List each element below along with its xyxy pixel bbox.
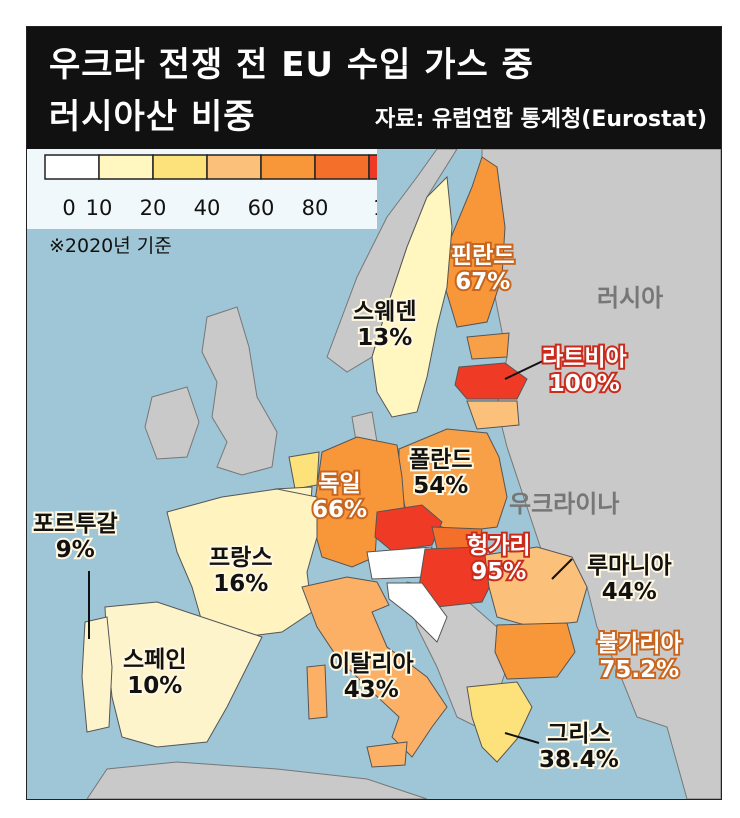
uk-landmass (201, 306, 278, 476)
lithuania-shape (466, 400, 520, 430)
finland-shape (444, 156, 506, 328)
greece-leader-line (504, 732, 540, 744)
country-name: 루마니아 (585, 551, 674, 581)
legend-swatch (260, 154, 316, 180)
greece-shape (466, 681, 533, 763)
legend-tick-label: 10 (86, 196, 113, 220)
country-share-value: 44% (600, 577, 659, 607)
country-label-bulgaria: 불가리아 75.2% (595, 629, 684, 686)
country-share-value: 9% (54, 535, 97, 565)
country-share-value: 66% (310, 495, 369, 525)
country-name: 프랑스 (207, 543, 275, 573)
country-share-value: 16% (211, 569, 270, 599)
country-name: 핀란드 (449, 241, 517, 271)
country-share-value: 100% (547, 369, 622, 399)
legend-swatch (98, 154, 154, 180)
region-label-russia: 러시아 (597, 284, 664, 312)
slovenia-croatia-shape (386, 582, 448, 643)
region-label-ukraine: 우크라이나 (509, 490, 620, 518)
ireland-landmass (144, 386, 200, 460)
country-label-latvia: 라트비아 100% (540, 343, 629, 400)
country-name: 포르투갈 (31, 509, 120, 539)
legend-tick-label: 20 (140, 196, 167, 220)
country-share-value: 43% (342, 675, 401, 705)
estonia-shape (466, 332, 510, 360)
portugal-shape (81, 616, 113, 733)
country-label-portugal: 포르투갈 9% (31, 509, 120, 566)
country-name: 이탈리아 (327, 649, 416, 679)
czechia-shape (374, 504, 443, 552)
legend-swatch (368, 154, 377, 180)
map-figure: 우크라 전쟁 전 EU 수입 가스 중 러시아산 비중 자료: 유럽연합 통계청… (26, 26, 722, 800)
country-share-value: 95% (469, 557, 528, 587)
country-label-germany: 독일 66% (310, 469, 369, 526)
legend-swatch (314, 154, 370, 180)
country-label-greece: 그리스 38.4% (537, 719, 621, 776)
legend-tick-label: 60 (248, 196, 275, 220)
italy-shape (301, 576, 448, 758)
north-africa-landmass (86, 761, 428, 799)
legend-tick-label: 100% (373, 196, 377, 220)
country-name: 그리스 (545, 719, 612, 749)
year-note: ※2020년 기준 (49, 235, 172, 257)
country-label-sweden: 스웨덴 13% (351, 297, 419, 354)
country-name: 라트비아 (540, 343, 629, 373)
europe-map (81, 148, 721, 799)
legend: 0 10 20 40 60 80 100% (27, 149, 377, 229)
legend-tick-label: 40 (194, 196, 221, 220)
chart-title-line2: 러시아산 비중 (49, 97, 256, 137)
norway-landmass (326, 148, 458, 373)
country-name: 불가리아 (595, 629, 684, 659)
netherlands-shape (288, 451, 320, 490)
romania-leader-line (551, 558, 573, 580)
source-text: 자료: 유럽연합 통계청(Eurostat) (374, 107, 707, 132)
legend-swatch (44, 154, 100, 180)
country-name: 헝가리 (465, 531, 533, 561)
country-name: 독일 (316, 469, 362, 499)
country-label-france: 프랑스 16% (207, 543, 275, 600)
country-label-hungary: 헝가리 95% (465, 531, 533, 588)
chart-title-line1: 우크라 전쟁 전 EU 수입 가스 중 (49, 45, 534, 85)
country-label-spain: 스페인 10% (121, 645, 189, 702)
legend-tick-label: 0 (62, 196, 75, 220)
country-label-poland: 폴란드 54% (407, 445, 475, 502)
country-share-value: 38.4% (537, 745, 621, 775)
country-share-value: 67% (453, 267, 512, 297)
sicily-shape (366, 741, 408, 768)
romania-shape (484, 546, 588, 628)
country-label-italy: 이탈리아 43% (327, 649, 416, 706)
country-name: 스웨덴 (351, 297, 419, 327)
legend-swatch (152, 154, 208, 180)
country-name: 스페인 (121, 645, 189, 675)
legend-scale: 0 10 20 40 60 80 100% (44, 154, 377, 220)
legend-tick-label: 80 (302, 196, 329, 220)
country-share-value: 10% (125, 671, 184, 701)
country-share-value: 13% (355, 323, 414, 353)
bulgaria-shape (494, 622, 576, 680)
title-bar: 우크라 전쟁 전 EU 수입 가스 중 러시아산 비중 자료: 유럽연합 통계청… (27, 27, 721, 149)
latvia-shape (454, 362, 528, 400)
country-share-value: 54% (411, 471, 470, 501)
country-label-finland: 핀란드 67% (449, 241, 517, 298)
legend-swatch (206, 154, 262, 180)
country-name: 폴란드 (407, 445, 475, 475)
country-share-value: 75.2% (597, 655, 681, 685)
country-label-romania: 루마니아 44% (585, 551, 674, 608)
latvia-leader-line (504, 358, 548, 380)
sardinia-shape (306, 664, 328, 720)
sweden-shape (371, 175, 453, 418)
